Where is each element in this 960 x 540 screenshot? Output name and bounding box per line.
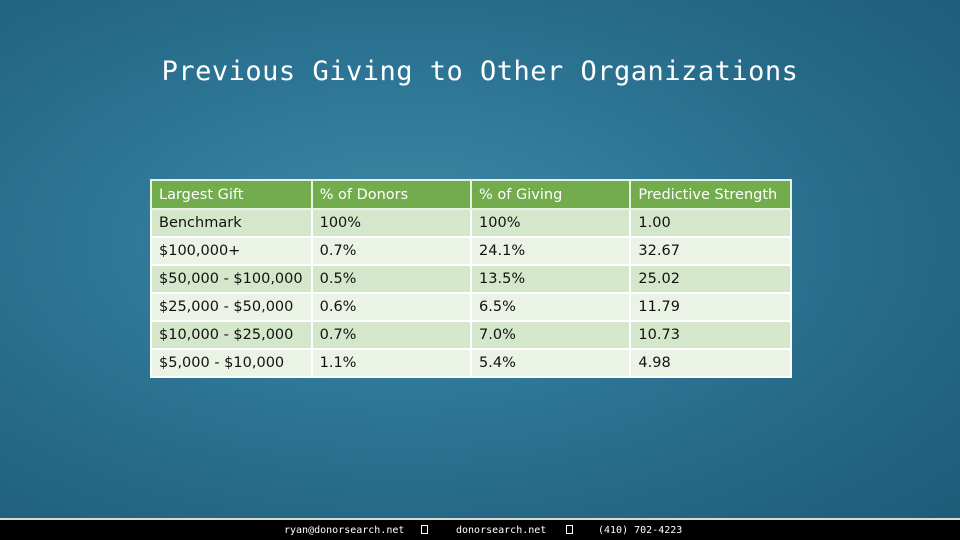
cell-pct-donors: 0.5% — [310, 264, 473, 294]
table-row: $50,000 - $100,000 0.5% 13.5% 25.02 — [150, 264, 792, 294]
footer-website[interactable]: donorsearch.net — [456, 525, 547, 536]
footer-email[interactable]: ryan@donorsearch.net — [284, 525, 405, 536]
cell-predictive-strength: 4.98 — [629, 348, 792, 378]
table-row: $100,000+ 0.7% 24.1% 32.67 — [150, 236, 792, 266]
header-predictive-strength: Predictive Strength — [629, 179, 792, 210]
cell-pct-donors: 0.7% — [310, 320, 473, 350]
cell-pct-giving: 13.5% — [470, 264, 632, 294]
square-bullet-icon — [566, 525, 573, 534]
cell-largest-gift: $25,000 - $50,000 — [150, 292, 313, 322]
table-row: Benchmark 100% 100% 1.00 — [150, 208, 792, 238]
cell-largest-gift: $10,000 - $25,000 — [150, 320, 313, 350]
table-header-row: Largest Gift % of Donors % of Giving Pre… — [150, 179, 792, 210]
table-row: $5,000 - $10,000 1.1% 5.4% 4.98 — [150, 348, 792, 378]
table-row: $10,000 - $25,000 0.7% 7.0% 10.73 — [150, 320, 792, 350]
footer-phone: (410) 702-4223 — [598, 525, 683, 536]
header-pct-giving: % of Giving — [470, 179, 632, 210]
cell-largest-gift: Benchmark — [150, 208, 313, 238]
giving-table: Largest Gift % of Donors % of Giving Pre… — [150, 179, 792, 378]
cell-predictive-strength: 25.02 — [629, 264, 792, 294]
cell-pct-giving: 24.1% — [470, 236, 632, 266]
cell-predictive-strength: 1.00 — [629, 208, 792, 238]
header-pct-donors: % of Donors — [310, 179, 473, 210]
cell-pct-giving: 100% — [470, 208, 632, 238]
cell-pct-donors: 0.6% — [310, 292, 473, 322]
cell-pct-giving: 5.4% — [470, 348, 632, 378]
cell-pct-donors: 0.7% — [310, 236, 473, 266]
cell-pct-giving: 7.0% — [470, 320, 632, 350]
header-largest-gift: Largest Gift — [150, 179, 313, 210]
cell-predictive-strength: 32.67 — [629, 236, 792, 266]
cell-predictive-strength: 11.79 — [629, 292, 792, 322]
cell-predictive-strength: 10.73 — [629, 320, 792, 350]
square-bullet-icon — [421, 525, 428, 534]
footer-bar: ryan@donorsearch.net donorsearch.net (41… — [0, 518, 960, 540]
cell-pct-donors: 100% — [310, 208, 473, 238]
cell-largest-gift: $50,000 - $100,000 — [150, 264, 313, 294]
cell-largest-gift: $5,000 - $10,000 — [150, 348, 313, 378]
slide-title: Previous Giving to Other Organizations — [161, 56, 799, 87]
cell-largest-gift: $100,000+ — [150, 236, 313, 266]
table-row: $25,000 - $50,000 0.6% 6.5% 11.79 — [150, 292, 792, 322]
cell-pct-giving: 6.5% — [470, 292, 632, 322]
cell-pct-donors: 1.1% — [310, 348, 473, 378]
